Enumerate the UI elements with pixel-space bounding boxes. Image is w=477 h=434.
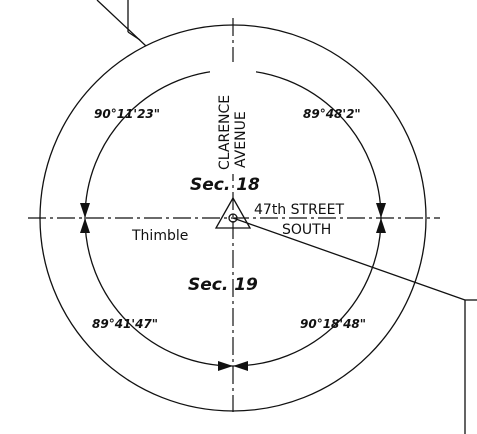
street-label: AVENUE	[233, 111, 249, 168]
section-label: Sec. 19	[188, 275, 258, 295]
street-label: CLARENCE	[217, 95, 233, 170]
monument-point	[228, 213, 238, 223]
leader-line	[232, 217, 466, 301]
label-mask	[210, 62, 256, 174]
section-label: Sec. 18	[190, 175, 260, 195]
angle-label: 90°11'23"	[94, 107, 160, 121]
angle-label: 89°41'47"	[92, 317, 158, 331]
arrowhead	[218, 361, 233, 371]
arrowhead	[376, 203, 386, 218]
arrowhead	[80, 203, 90, 218]
monument-label: Thimble	[131, 228, 188, 244]
street-label: 47th STREET	[254, 202, 344, 218]
arrowhead	[80, 218, 90, 233]
angle-label: 90°18'48"	[300, 317, 366, 331]
frame-line	[127, 31, 141, 41]
monument-triangle	[214, 196, 252, 229]
street-label: SOUTH	[282, 222, 331, 238]
angle-label: 89°48'2"	[303, 107, 361, 121]
arrowhead	[376, 218, 386, 233]
arrowhead	[233, 361, 248, 371]
